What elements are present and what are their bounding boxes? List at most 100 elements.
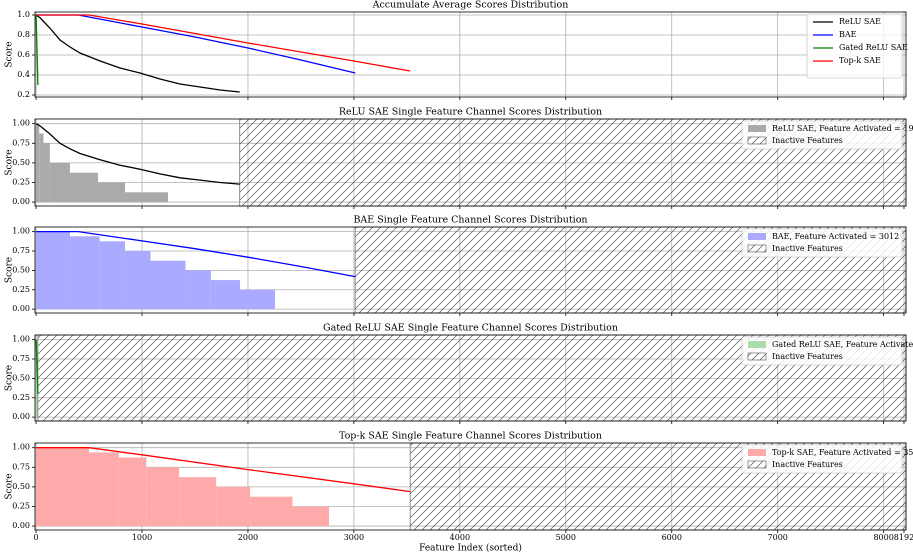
subplot: Gated ReLU SAE Single Feature Channel Sc… [5,323,913,424]
step-bar [250,496,293,527]
x-tick-label: 8192 [894,533,913,542]
legend-label: ReLU SAE [839,17,881,26]
y-tick-label: 0.00 [12,521,30,530]
y-axis-label: Score [5,257,15,283]
subplot-title: BAE Single Feature Channel Scores Distri… [353,215,587,226]
y-tick-label: 0.75 [12,246,30,255]
data-line [36,14,356,74]
step-bar [49,162,70,203]
y-tick-label: 0.75 [12,462,30,471]
legend-swatch [748,449,766,456]
y-tick-label: 1.0 [17,10,30,19]
x-tick-label: 4000 [450,533,470,542]
legend-swatch [748,233,766,240]
y-tick-label: 0.50 [12,265,30,274]
y-tick-label: 0.2 [17,90,30,99]
y-tick-label: 0.50 [12,373,30,382]
step-bar [146,467,180,527]
data-line [35,14,240,93]
step-bar [292,506,330,527]
legend-label: BAE, Feature Activated = 3012 [772,232,899,241]
y-tick-label: 0.00 [12,197,30,206]
step-bar [240,289,275,310]
step-bar [89,452,119,527]
axes-frame [34,118,907,207]
step-bar [43,143,50,203]
legend-label: Top-k SAE, Feature Activated = 3531 [772,448,913,457]
step-bar [118,457,147,527]
step-bar [99,241,126,310]
x-tick-label: 6000 [662,533,682,542]
x-tick-label: 1000 [132,533,152,542]
x-tick-label: 8000 [873,533,893,542]
subplot: Accumulate Average Scores Distribution Sc… [5,0,908,100]
y-tick-label: 1.00 [12,119,30,128]
step-bar [125,192,168,203]
legend-label: Gated ReLU SAE [839,43,908,52]
legend-label: BAE [839,30,857,39]
legend: ReLU SAE BAE Gated ReLU SAE Top-k SAE [806,13,908,79]
data-line [35,14,39,86]
legend-label: Inactive Features [772,460,843,469]
y-tick-label: 0.25 [12,285,30,294]
subplot: Top-k SAE Single Feature Channel Scores … [5,431,913,552]
y-tick-label: 0.25 [12,393,30,402]
y-tick-label: 1.00 [12,227,30,236]
data-line [35,123,240,185]
y-tick-label: 0.75 [12,354,30,363]
axes-frame [34,11,907,98]
axes-frame [34,334,907,422]
y-tick-label: 1.00 [12,443,30,452]
y-axis-label: Score [5,41,15,67]
y-tick-label: 0.25 [12,177,30,186]
step-bar [150,260,186,310]
x-tick-label: 3000 [344,533,364,542]
axes-frame [34,442,907,531]
y-axis-label: Score [5,365,15,391]
x-tick-label: 5000 [556,533,576,542]
legend-box [741,120,903,150]
step-bar [125,251,151,310]
legend: Gated ReLU SAE, Feature Activated = 17 In… [741,336,913,366]
legend-swatch [747,136,767,145]
subplot: ReLU SAE Single Feature Channel Scores D… [5,107,913,209]
legend: ReLU SAE, Feature Activated = 1922 Inacti… [741,120,913,150]
step-bar [36,123,40,203]
y-tick-label: 0.75 [12,138,30,147]
subplot-title: Top-k SAE Single Feature Channel Scores … [339,431,602,442]
step-bar [98,182,126,203]
legend-label: Top-k SAE [839,56,881,65]
y-tick-label: 0.4 [17,70,30,79]
legend-box [741,336,903,366]
legend-box [806,13,903,79]
step-bar [210,280,241,310]
subplot-title: ReLU SAE Single Feature Channel Scores D… [339,107,602,118]
x-tick-label: 2000 [238,533,258,542]
y-tick-label: 0.50 [12,482,30,491]
step-bar [39,133,44,203]
legend-label: Inactive Features [772,136,843,145]
y-axis-label: Score [5,149,15,175]
data-line [36,230,356,278]
y-tick-label: 0.6 [17,50,30,59]
step-bar [69,236,100,310]
y-tick-label: 0.00 [12,304,30,313]
legend: BAE, Feature Activated = 3012 Inactive Fe… [741,228,903,258]
legend-swatch [747,244,767,253]
legend-label: ReLU SAE, Feature Activated = 1922 [772,124,913,133]
step-bar [185,270,211,310]
step-bar [36,447,90,527]
data-line [36,14,411,72]
y-tick-label: 0.25 [12,501,30,510]
x-axis-label: Feature Index (sorted) [419,543,522,552]
legend-swatch [748,341,766,348]
data-line [35,339,39,394]
subplot: BAE Single Feature Channel Scores Distri… [5,215,907,316]
y-tick-label: 0.00 [12,412,30,421]
legend: Top-k SAE, Feature Activated = 3531 Inact… [741,444,913,474]
y-tick-label: 0.8 [17,30,30,39]
legend-swatch [747,460,767,469]
subplot-title: Gated ReLU SAE Single Feature Channel Sc… [323,323,618,334]
axes-frame [34,226,907,314]
step-bar [179,477,217,527]
